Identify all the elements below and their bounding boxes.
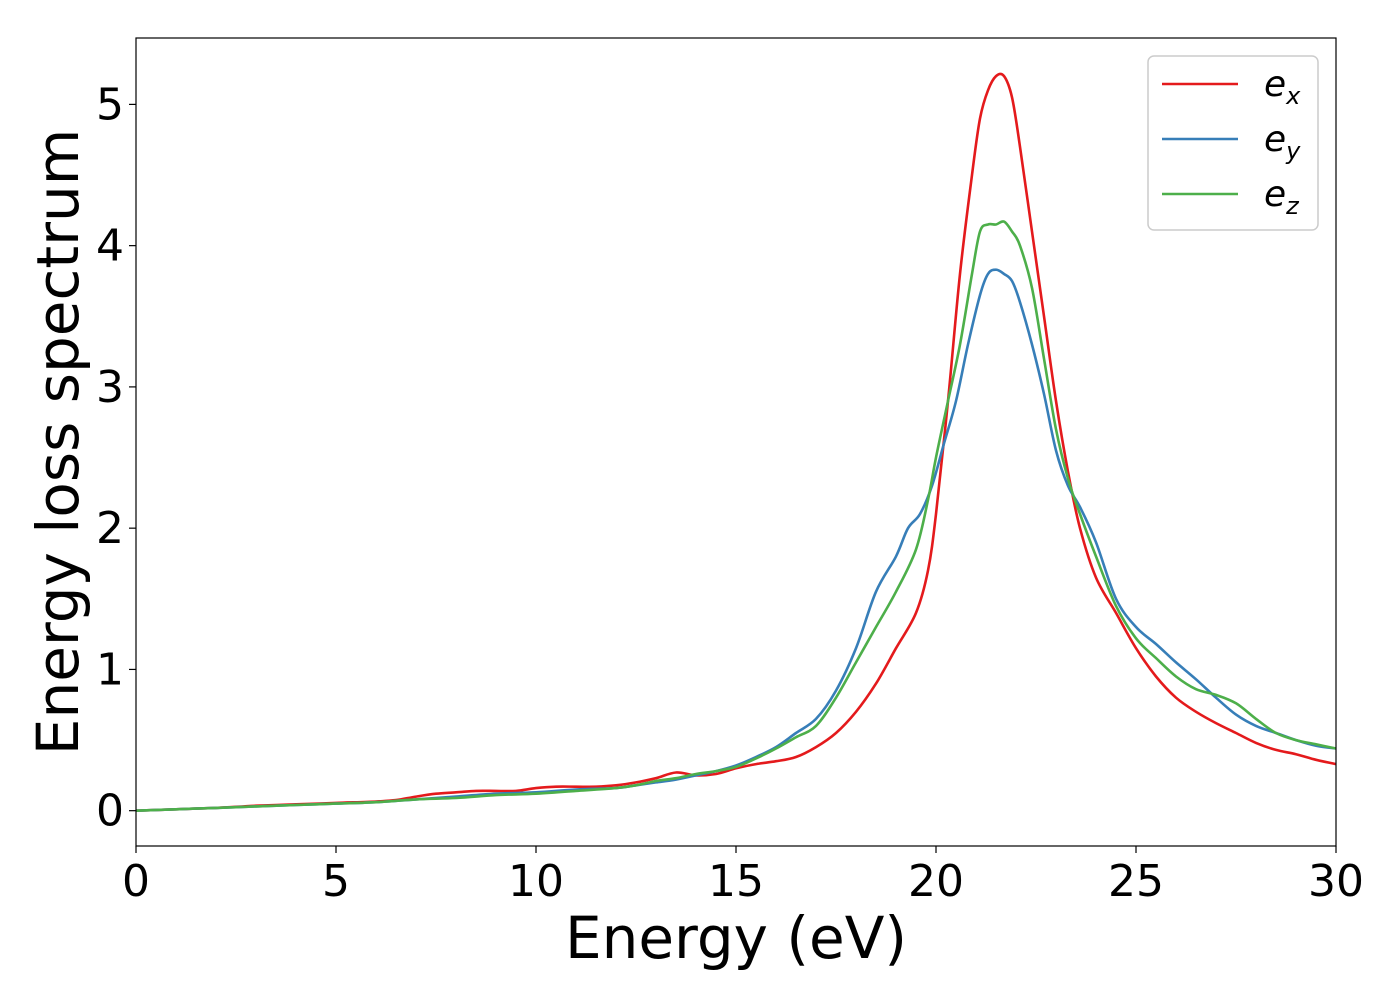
y-tick-label: 0 xyxy=(96,786,124,837)
series-line-ex xyxy=(135,72,1337,812)
x-tick-label: 15 xyxy=(708,856,764,907)
y-tick-label: 1 xyxy=(96,644,124,695)
x-tick-label: 25 xyxy=(1108,856,1164,907)
y-tick-label: 5 xyxy=(96,79,124,130)
y-axis-label: Energy loss spectrum xyxy=(24,129,92,755)
x-tick-label: 30 xyxy=(1308,856,1364,907)
x-tick-label: 0 xyxy=(122,856,150,907)
x-tick-label: 10 xyxy=(508,856,564,907)
legend-box xyxy=(1147,55,1319,231)
y-tick-label: 4 xyxy=(96,221,124,272)
y-tick-label: 2 xyxy=(96,503,124,554)
series-line-ey xyxy=(135,268,1337,812)
legend: ex ey ez xyxy=(1147,55,1319,231)
x-axis-label: Energy (eV) xyxy=(565,904,907,972)
legend-label-ey: ey xyxy=(1264,119,1301,165)
x-ticks: 0 5 10 15 20 25 30 xyxy=(122,846,1364,907)
series-line-ez xyxy=(135,220,1337,812)
series-group xyxy=(135,72,1337,812)
y-tick-label: 3 xyxy=(96,362,124,413)
y-ticks: 0 1 2 3 4 5 xyxy=(96,79,136,837)
legend-label-ez: ez xyxy=(1264,174,1300,220)
x-tick-label: 20 xyxy=(908,856,964,907)
x-tick-label: 5 xyxy=(322,856,350,907)
legend-label-ex: ex xyxy=(1264,64,1301,110)
